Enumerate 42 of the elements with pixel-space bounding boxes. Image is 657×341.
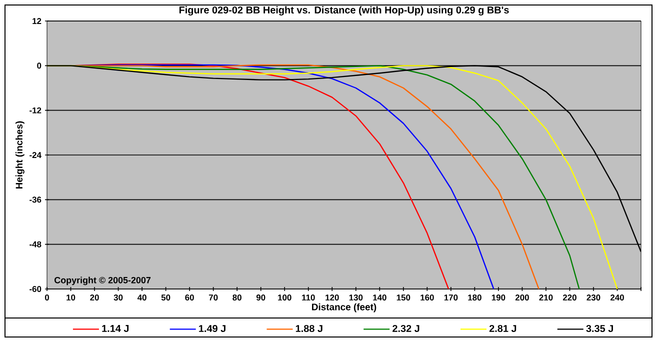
x-tick-label: 160 [420,294,434,301]
x-tick-label: 210 [539,294,553,301]
x-tick-label: 140 [373,294,386,301]
x-tick-label: 240 [610,294,624,301]
annotation: Copyright © 2005-2007 [54,276,151,286]
y-tick-label: -60 [30,286,42,292]
x-tick-label: 170 [444,294,458,301]
legend-label: 2.81 J [489,324,516,332]
x-tick-label: 90 [256,294,266,301]
x-tick-label: 0 [44,294,50,301]
legend-label: 1.88 J [296,324,322,332]
x-tick-label: 180 [468,294,482,301]
y-tick-label: 12 [32,18,42,24]
x-tick-label: 80 [232,294,242,301]
x-tick-label: 40 [137,294,146,301]
x-tick-label: 230 [586,294,600,301]
legend-label: 2.32 J [392,324,420,332]
x-tick-label: 70 [208,294,218,301]
x-tick-label: 20 [90,294,99,301]
legend-label: 1.14 J [102,325,129,332]
x-tick-label: 130 [349,294,363,301]
y-tick-label: 0 [37,62,42,69]
x-tick-label: 10 [66,294,76,301]
x-axis-title: Distance (feet) [312,303,376,312]
x-tick-label: 50 [161,294,170,301]
y-tick-label: -12 [30,107,42,114]
legend-label: 3.35 J [586,324,613,332]
y-axis-title: Height (inches) [16,121,24,189]
x-tick-label: 120 [326,294,339,301]
x-tick-label: 60 [185,294,194,301]
y-tick-label: -48 [30,241,42,248]
y-tick-label: -36 [30,196,42,203]
chart-title: Figure 029-02 BB Height vs. Distance (with Hop-Up) using 0.29 g BB's [179,6,509,16]
x-tick-label: 110 [302,294,315,301]
x-tick-label: 200 [515,294,529,301]
x-tick-label: 150 [396,294,410,301]
x-tick-label: 30 [114,294,123,301]
x-tick-label: 190 [492,294,506,301]
y-tick-label: -24 [30,152,42,158]
x-tick-label: 100 [278,294,292,301]
legend-label: 1.49 J [199,324,226,332]
x-tick-label: 220 [562,294,576,301]
